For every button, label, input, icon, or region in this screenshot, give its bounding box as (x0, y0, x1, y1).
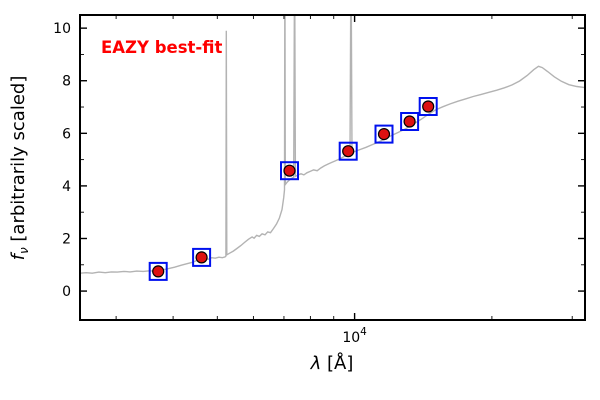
y-tick-label: 4 (62, 179, 71, 195)
observed-photometry-point (195, 251, 208, 264)
model-photometry-square (374, 124, 394, 144)
model-photometry-square (148, 261, 168, 281)
x-axis-label-lambda: λ (310, 353, 322, 374)
x-tick-label-base: 10 (342, 330, 360, 346)
y-tick-label: 10 (53, 21, 71, 37)
model-photometry-square (338, 141, 358, 161)
annotation-eazy-best-fit: EAZY best-fit (101, 38, 222, 57)
x-tick-label-exponent: 4 (360, 326, 367, 338)
y-axis-label-nu-subscript: ν (17, 247, 31, 254)
x-axis-label: λ [Å] (310, 352, 354, 374)
observed-photometry-point (152, 265, 165, 278)
y-tick-label: 2 (62, 231, 71, 247)
observed-photometry-point (283, 164, 296, 177)
observed-photometry-point (377, 128, 391, 141)
y-tick-label: 0 (62, 284, 71, 300)
model-photometry-square (418, 97, 438, 116)
y-tick-label: 6 (62, 126, 71, 142)
observed-photometry-point (403, 115, 416, 128)
plot-frame (79, 14, 586, 321)
y-tick-label: 8 (62, 74, 71, 90)
series-layer (80, 15, 585, 281)
y-axis-label: fν [arbitrarily scaled] (8, 76, 31, 261)
model-photometry-square (280, 161, 299, 181)
observed-photometry-point (342, 145, 355, 158)
y-axis-label-units: [arbitrarily scaled] (8, 76, 29, 248)
x-tick-label: 104 (342, 326, 367, 346)
x-axis-label-units: [Å] (321, 352, 353, 374)
model-photometry-square (192, 247, 212, 267)
model-photometry-square (400, 112, 420, 131)
observed-photometry-point (422, 100, 435, 113)
y-axis-label-f: f (8, 251, 29, 260)
